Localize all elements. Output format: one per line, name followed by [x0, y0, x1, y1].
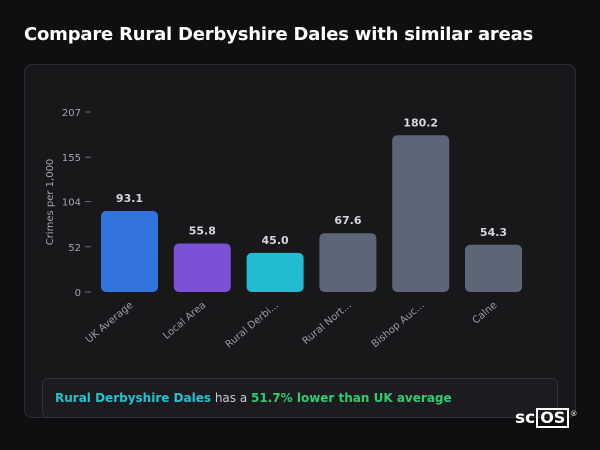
bar-value-label: 67.6	[334, 214, 361, 227]
chart-card: 0 52 104 155 207 Crimes per 1,000 93.1 UK Avera…	[24, 64, 576, 418]
summary-area-name: Rural Derbyshire Dales	[55, 391, 212, 405]
bar	[465, 244, 522, 292]
summary-connector-text: has a	[211, 391, 252, 405]
bar	[101, 211, 158, 292]
y-tick-label: 155	[62, 153, 81, 164]
bar-value-label: 180.2	[403, 116, 438, 129]
x-category-label: UK Average	[84, 300, 136, 346]
bar-value-label: 45.0	[262, 234, 289, 247]
summary-banner: Rural Derbyshire Dales has a 51.7% lower…	[42, 378, 558, 418]
x-category-label: Local Area	[161, 300, 208, 342]
bar-value-label: 55.8	[189, 224, 216, 237]
logo-prefix: sc	[515, 408, 536, 428]
bar-value-label: 54.3	[480, 226, 507, 239]
page-title: Compare Rural Derbyshire Dales with simi…	[24, 24, 534, 45]
x-category-label: Bishop Auc...	[370, 300, 427, 350]
scos-logo: sc OS ®	[515, 407, 577, 429]
y-tick-label: 0	[75, 288, 81, 299]
bar	[246, 252, 304, 292]
y-tick-label: 104	[62, 198, 81, 209]
bar	[392, 135, 450, 292]
x-category-label: Calne	[471, 300, 500, 327]
bar-value-label: 93.1	[116, 192, 143, 205]
bar	[173, 243, 231, 292]
summary-difference: 51.7% lower than UK average	[251, 391, 452, 405]
x-category-label: Rural Derbi...	[224, 300, 281, 351]
logo-registered-mark: ®	[570, 410, 578, 418]
y-tick-label: 52	[68, 243, 81, 254]
x-category-label: Rural Nort...	[301, 300, 354, 347]
logo-boxed-text: OS	[536, 408, 570, 428]
y-axis-label: Crimes per 1,000	[45, 159, 56, 246]
y-tick-label: 207	[62, 108, 81, 119]
crime-comparison-bar-chart: 0 52 104 155 207 Crimes per 1,000 93.1 UK Avera…	[45, 108, 522, 351]
bar	[319, 233, 377, 292]
